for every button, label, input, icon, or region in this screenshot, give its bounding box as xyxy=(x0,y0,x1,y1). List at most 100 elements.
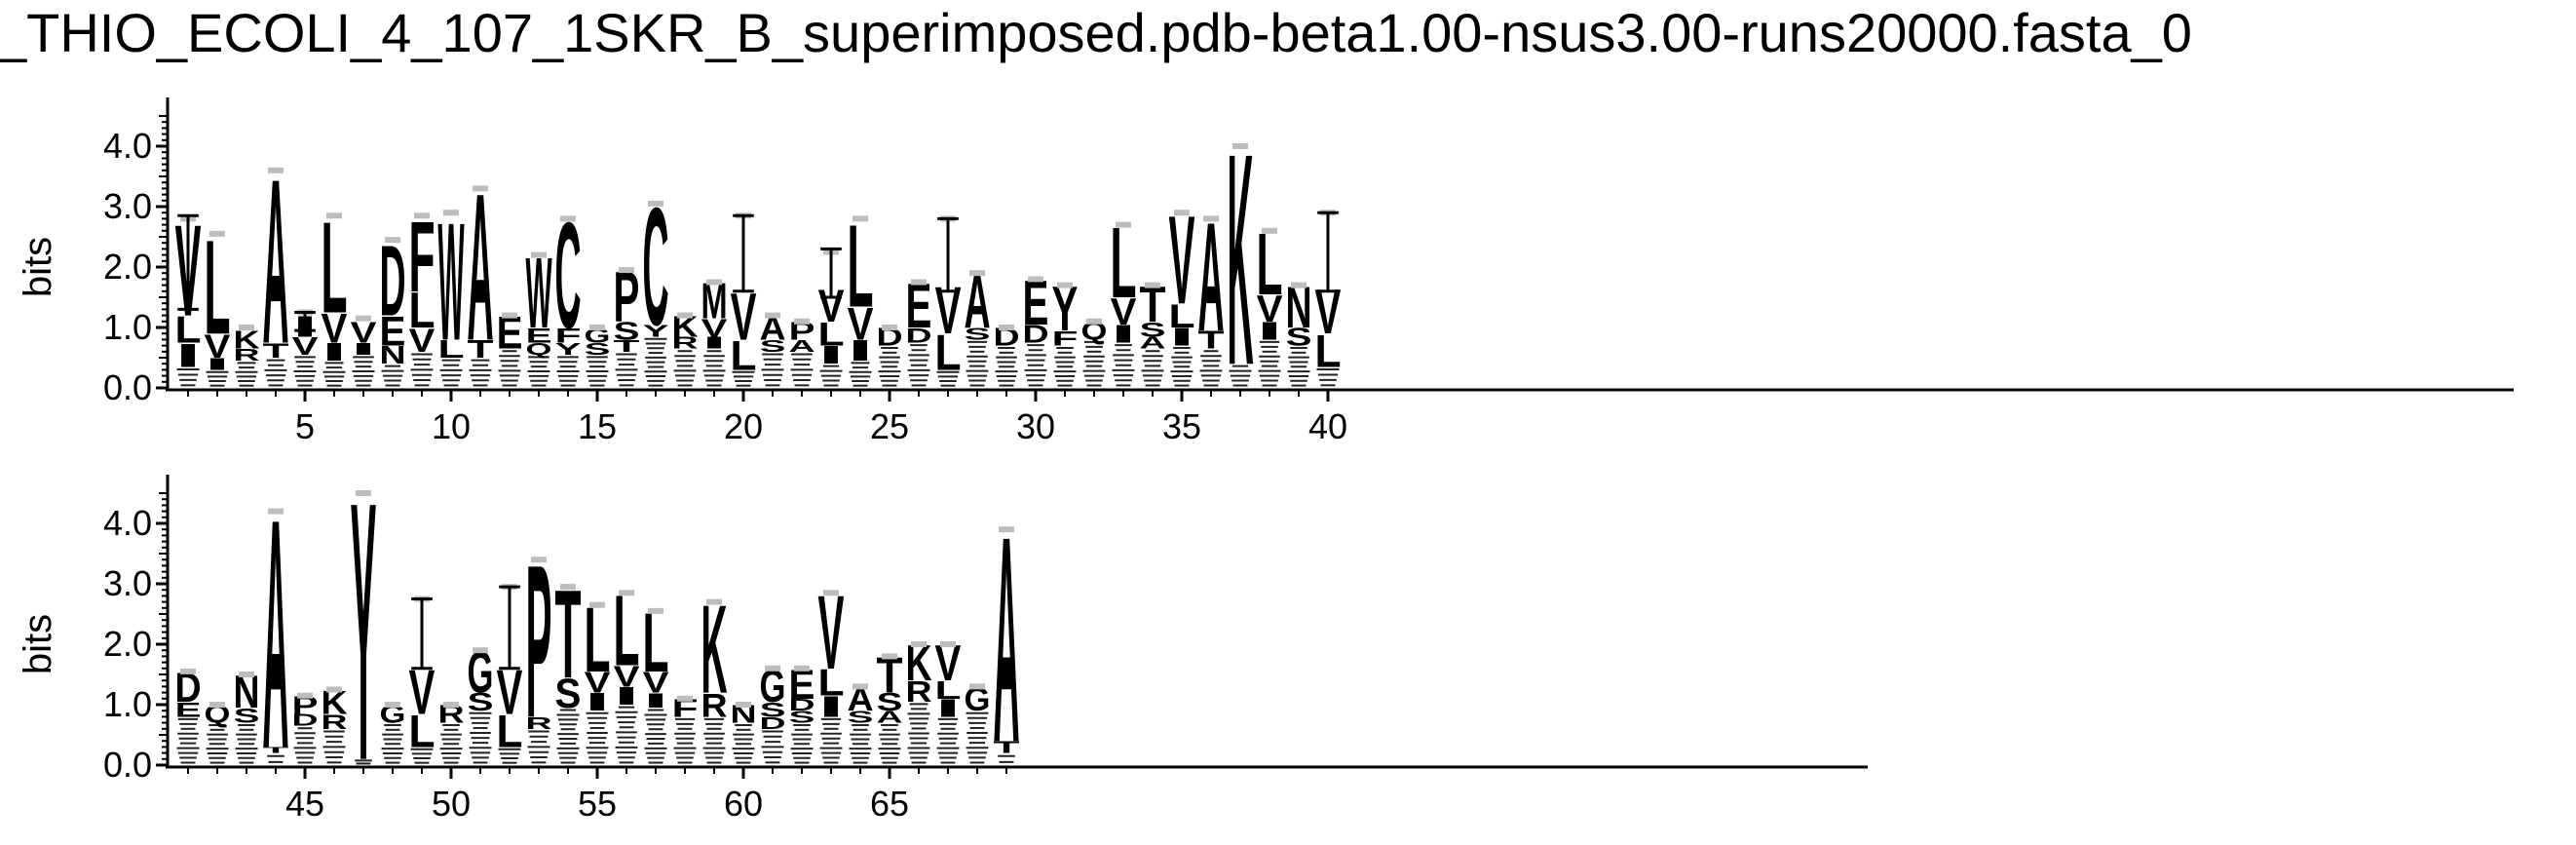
svg-text:V: V xyxy=(205,327,231,365)
residue-L-pos-63: L xyxy=(817,661,844,704)
residue-D-pos-61: D xyxy=(759,714,785,733)
residue-E-pos-13: E xyxy=(526,324,552,347)
svg-text:I: I xyxy=(322,338,348,366)
residue-D-pos-26: D xyxy=(905,324,931,347)
residue-V-pos-56: V xyxy=(614,660,640,693)
residue-L-pos-27: L xyxy=(934,325,961,381)
residue-I-pos-63: I xyxy=(818,690,845,723)
svg-text:V: V xyxy=(585,666,611,699)
residue-S-pos-21: S xyxy=(760,336,786,355)
residue-R-pos-59: R xyxy=(701,686,727,724)
svg-text:D: D xyxy=(1022,320,1048,348)
residue-I-pos-55: I xyxy=(585,688,611,716)
residue-I-pos-24: I xyxy=(848,334,874,367)
svg-text:T: T xyxy=(993,739,1020,757)
logo-row-1-y-tick-label: 1.0 xyxy=(103,307,152,347)
residue-L-pos-20: L xyxy=(730,332,756,379)
svg-text:L: L xyxy=(496,706,522,757)
svg-text:I: I xyxy=(1257,317,1283,345)
residue-E-pos-41: E xyxy=(175,698,202,721)
svg-text:V: V xyxy=(292,332,319,361)
svg-text:D: D xyxy=(759,714,785,733)
residue-Y-pos-17: Y xyxy=(643,322,669,340)
svg-text:D: D xyxy=(291,711,318,730)
svg-text:P: P xyxy=(526,520,552,765)
residue-I-pos-2: I xyxy=(205,355,231,373)
svg-text:L: L xyxy=(174,308,201,351)
residue-D-pos-45: D xyxy=(291,711,318,730)
residue-L-pos-24: L xyxy=(847,202,873,332)
residue-A-pos-22: A xyxy=(788,337,814,356)
logo-row-1-x-tick-label: 5 xyxy=(295,406,315,446)
residue-P-pos-53: P xyxy=(526,520,552,765)
svg-text:L: L xyxy=(817,316,844,353)
svg-text:V: V xyxy=(614,660,640,693)
residue-D-pos-62: D xyxy=(788,696,814,714)
logo-row-2-x-tick-label: 60 xyxy=(724,784,763,824)
svg-text:R: R xyxy=(671,334,698,353)
residue-Y-pos-47: Y xyxy=(351,426,377,838)
residue-L-pos-67: L xyxy=(934,675,961,704)
svg-text:I: I xyxy=(1169,323,1195,351)
residue-V-pos-9: V xyxy=(409,322,436,360)
residue-S-pos-54: S xyxy=(555,670,582,717)
svg-text:R: R xyxy=(525,714,551,733)
svg-text:E: E xyxy=(175,698,202,721)
residue-I-pos-56: I xyxy=(614,682,640,711)
svg-text:R: R xyxy=(233,346,259,365)
svg-text:I: I xyxy=(848,334,874,367)
residue-R-pos-18: R xyxy=(671,334,698,353)
svg-text:A: A xyxy=(1139,334,1165,353)
svg-text:T: T xyxy=(1197,326,1224,354)
svg-text:I: I xyxy=(175,336,202,374)
residue-V-pos-24: V xyxy=(848,298,874,350)
logo-row-1-y-axis-title: bits xyxy=(17,237,59,297)
svg-text:S: S xyxy=(965,325,991,343)
residue-I-pos-1: I xyxy=(175,336,202,374)
residue-R-pos-46: R xyxy=(321,711,347,734)
svg-text:I: I xyxy=(205,355,231,373)
svg-text:L: L xyxy=(408,706,435,757)
logo-row-2-y-axis-title: bits xyxy=(17,614,59,674)
residue-I-pos-19: I xyxy=(701,333,728,352)
residue-T-pos-44: T xyxy=(262,746,289,755)
logo-row-1-x-tick-label: 20 xyxy=(724,406,763,446)
residue-A-pos-44: A xyxy=(262,451,288,817)
svg-text:L: L xyxy=(1314,326,1341,377)
svg-text:A: A xyxy=(262,131,288,394)
svg-text:L: L xyxy=(934,325,961,381)
logo-row-2-y-tick-label: 0.0 xyxy=(103,745,152,785)
svg-text:T: T xyxy=(613,337,640,356)
logo-row-2-y-tick-label: 3.0 xyxy=(103,563,152,603)
residue-L-pos-6: L xyxy=(321,196,347,341)
residue-L-pos-35: L xyxy=(1168,298,1194,335)
svg-text:I: I xyxy=(585,688,611,716)
svg-text:W: W xyxy=(437,189,464,377)
svg-text:T: T xyxy=(262,339,288,363)
residue-L-pos-49: L xyxy=(408,706,435,757)
svg-text:K: K xyxy=(1227,90,1253,428)
svg-text:I: I xyxy=(614,682,640,711)
logo-row-1-x-tick-label: 15 xyxy=(578,406,617,446)
residue-F-pos-31: F xyxy=(1051,326,1078,350)
svg-text:S: S xyxy=(234,704,260,727)
svg-text:I: I xyxy=(818,341,845,369)
residue-F-pos-14: F xyxy=(554,324,581,347)
svg-text:R: R xyxy=(905,675,931,709)
residue-Q-pos-13: Q xyxy=(526,339,552,359)
residue-T-pos-69: T xyxy=(993,739,1020,757)
svg-text:S: S xyxy=(1140,318,1166,341)
logo-row-1-y-tick-label: 0.0 xyxy=(103,367,152,407)
residue-D-pos-8: D xyxy=(379,226,405,337)
logo-row-1-y-tick-label: 4.0 xyxy=(103,126,152,166)
residue-Y-pos-14: Y xyxy=(555,339,582,358)
svg-text:S: S xyxy=(848,708,874,726)
residue-L-pos-9: L xyxy=(408,283,435,339)
residue-V-pos-6: V xyxy=(322,304,348,352)
svg-text:S: S xyxy=(1286,324,1312,352)
svg-text:L: L xyxy=(437,334,464,363)
svg-text:S: S xyxy=(789,708,815,726)
residue-W-pos-10: W xyxy=(437,189,464,377)
residue-S-pos-34: S xyxy=(1140,318,1166,341)
